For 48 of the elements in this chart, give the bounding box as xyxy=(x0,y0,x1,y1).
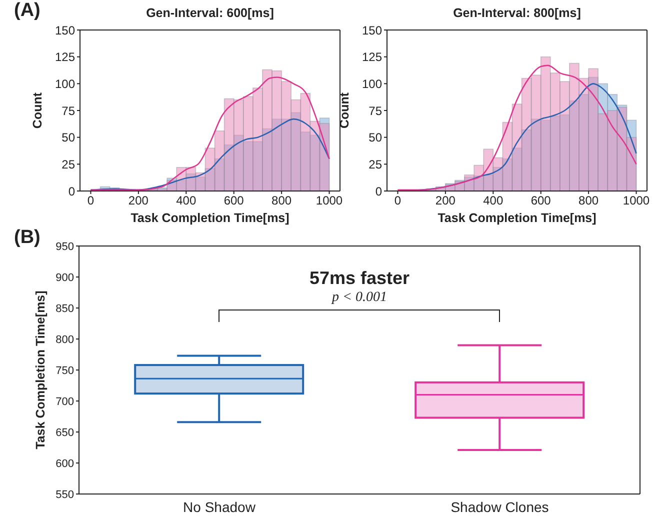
y-axis-title: Count xyxy=(30,92,44,129)
y-tick-label: 0 xyxy=(375,184,382,198)
y-tick-label: 25 xyxy=(368,157,382,172)
x-tick-label: 800 xyxy=(272,194,292,208)
text: (A) xyxy=(14,0,40,22)
x-tick-label: 1000 xyxy=(316,194,343,208)
y-tick-label: 650 xyxy=(56,426,74,439)
y-tick-label: 600 xyxy=(56,458,74,470)
y-tick-label: 25 xyxy=(62,157,76,172)
y-tick-label: 75 xyxy=(62,104,76,118)
y-tick-label: 550 xyxy=(56,488,74,501)
y-tick-label: 125 xyxy=(54,50,76,64)
x-tick-label: 400 xyxy=(483,194,504,208)
y-tick-label: 100 xyxy=(54,76,76,91)
y-tick-label: 750 xyxy=(56,364,74,377)
y-tick-label: 150 xyxy=(54,23,76,38)
y-tick-label: 800 xyxy=(56,334,74,346)
x-tick-label: No Shadow xyxy=(183,498,256,515)
x-tick-label: 400 xyxy=(176,194,196,208)
y-tick-label: 0 xyxy=(68,184,76,198)
x-tick-label: 600 xyxy=(224,194,244,208)
y-tick-label: 50 xyxy=(368,130,382,145)
y-axis-title: Task Completion Time[ms] xyxy=(33,290,48,450)
chart-title: Gen-Interval: 800[ms] xyxy=(452,6,582,20)
x-tick-label: 200 xyxy=(128,194,149,208)
x-axis-title: Task Completion Time[ms] xyxy=(130,211,290,225)
y-axis-title: Count xyxy=(337,92,352,129)
annotation: 57ms faster xyxy=(308,268,411,289)
y-tick-label: 950 xyxy=(56,240,74,253)
y-tick-label: 700 xyxy=(56,396,74,408)
y-tick-label: 75 xyxy=(368,104,382,118)
y-tick-label: 100 xyxy=(362,76,382,91)
annotation: p < 0.001 xyxy=(330,290,388,306)
y-tick-label: 150 xyxy=(362,23,382,38)
x-tick-label: 800 xyxy=(578,194,599,208)
x-tick-label: 0 xyxy=(87,194,94,208)
x-tick-label: 200 xyxy=(435,194,456,208)
chart-title: Gen-Interval: 600[ms] xyxy=(145,6,275,20)
y-tick-label: 125 xyxy=(362,50,382,64)
x-axis-title: Task Completion Time[ms] xyxy=(438,211,596,225)
x-tick-label: 1000 xyxy=(622,194,650,208)
x-tick-label: Shadow Clones xyxy=(450,498,549,515)
text: (B) xyxy=(14,227,40,249)
x-tick-label: 600 xyxy=(530,194,552,208)
y-tick-label: 850 xyxy=(56,302,74,315)
x-tick-label: 0 xyxy=(394,194,402,208)
y-tick-label: 900 xyxy=(56,272,74,284)
y-tick-label: 50 xyxy=(62,130,76,145)
